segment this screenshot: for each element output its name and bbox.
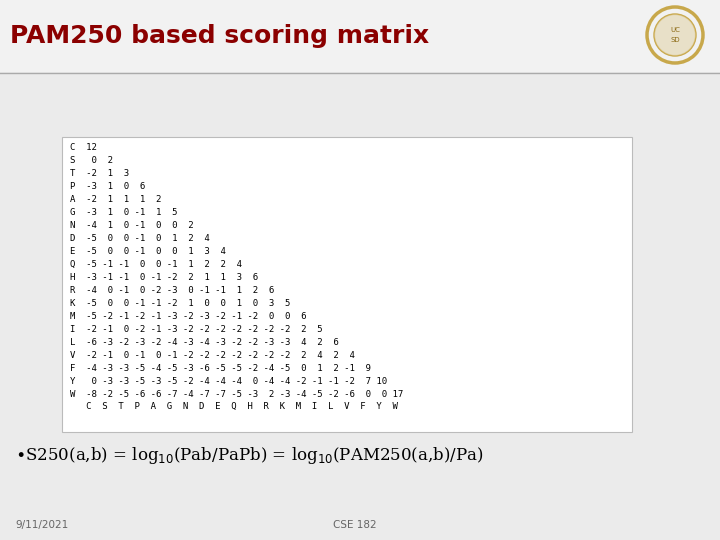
Text: G  -3  1  0 -1  1  5: G -3 1 0 -1 1 5 — [70, 208, 178, 217]
Circle shape — [654, 15, 696, 56]
Text: CSE 182: CSE 182 — [333, 520, 377, 530]
Text: 9/11/2021: 9/11/2021 — [15, 520, 68, 530]
Text: E  -5  0  0 -1  0  0  1  3  4: E -5 0 0 -1 0 0 1 3 4 — [70, 247, 226, 256]
Text: S   0  2: S 0 2 — [70, 156, 113, 165]
Text: T  -2  1  3: T -2 1 3 — [70, 169, 129, 178]
Text: F  -4 -3 -3 -5 -4 -5 -3 -6 -5 -5 -2 -4 -5  0  1  2 -1  9: F -4 -3 -3 -5 -4 -5 -3 -6 -5 -5 -2 -4 -5… — [70, 364, 371, 373]
Text: A  -2  1  1  1  2: A -2 1 1 1 2 — [70, 195, 161, 204]
Text: $\bullet$S250(a,b) = log$_{10}$(Pab/PaPb) = log$_{10}$(PAM250(a,b)/Pa): $\bullet$S250(a,b) = log$_{10}$(Pab/PaPb… — [15, 445, 484, 466]
Text: UC: UC — [670, 27, 680, 33]
Text: PAM250 based scoring matrix: PAM250 based scoring matrix — [10, 24, 429, 48]
FancyBboxPatch shape — [62, 137, 632, 432]
Text: L  -6 -3 -2 -3 -2 -4 -3 -4 -3 -2 -2 -3 -3  4  2  6: L -6 -3 -2 -3 -2 -4 -3 -4 -3 -2 -2 -3 -3… — [70, 338, 338, 347]
Text: I  -2 -1  0 -2 -1 -3 -2 -2 -2 -2 -2 -2 -2  2  5: I -2 -1 0 -2 -1 -3 -2 -2 -2 -2 -2 -2 -2 … — [70, 325, 323, 334]
Text: M  -5 -2 -1 -2 -1 -3 -2 -3 -2 -1 -2  0  0  6: M -5 -2 -1 -2 -1 -3 -2 -3 -2 -1 -2 0 0 6 — [70, 312, 307, 321]
Text: Q  -5 -1 -1  0  0 -1  1  2  2  4: Q -5 -1 -1 0 0 -1 1 2 2 4 — [70, 260, 242, 269]
Text: R  -4  0 -1  0 -2 -3  0 -1 -1  1  2  6: R -4 0 -1 0 -2 -3 0 -1 -1 1 2 6 — [70, 286, 274, 295]
Text: C  S  T  P  A  G  N  D  E  Q  H  R  K  M  I  L  V  F  Y  W: C S T P A G N D E Q H R K M I L V F Y W — [70, 402, 398, 411]
Text: D  -5  0  0 -1  0  1  2  4: D -5 0 0 -1 0 1 2 4 — [70, 234, 210, 243]
Text: SD: SD — [670, 37, 680, 43]
Text: Y   0 -3 -3 -5 -3 -5 -2 -4 -4 -4  0 -4 -4 -2 -1 -1 -2  7 10: Y 0 -3 -3 -5 -3 -5 -2 -4 -4 -4 0 -4 -4 -… — [70, 377, 387, 386]
Text: K  -5  0  0 -1 -1 -2  1  0  0  1  0  3  5: K -5 0 0 -1 -1 -2 1 0 0 1 0 3 5 — [70, 299, 290, 308]
Text: H  -3 -1 -1  0 -1 -2  2  1  1  3  6: H -3 -1 -1 0 -1 -2 2 1 1 3 6 — [70, 273, 258, 282]
Text: W  -8 -2 -5 -6 -6 -7 -4 -7 -7 -5 -3  2 -3 -4 -5 -2 -6  0  0 17: W -8 -2 -5 -6 -6 -7 -4 -7 -7 -5 -3 2 -3 … — [70, 390, 403, 399]
Text: N  -4  1  0 -1  0  0  2: N -4 1 0 -1 0 0 2 — [70, 221, 194, 230]
Text: V  -2 -1  0 -1  0 -1 -2 -2 -2 -2 -2 -2 -2  2  4  2  4: V -2 -1 0 -1 0 -1 -2 -2 -2 -2 -2 -2 -2 2… — [70, 351, 355, 360]
Text: P  -3  1  0  6: P -3 1 0 6 — [70, 182, 145, 191]
Text: C  12: C 12 — [70, 143, 97, 152]
Bar — [0, 0, 720, 72]
